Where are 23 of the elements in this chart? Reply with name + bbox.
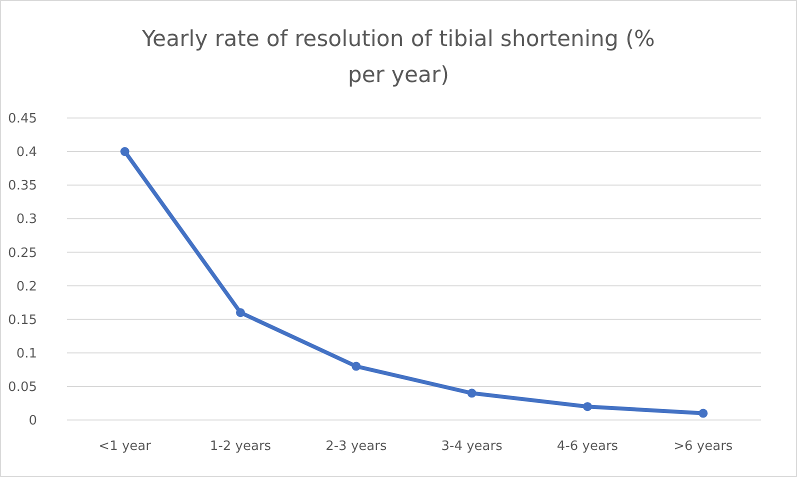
x-tick-label: 2-3 years (326, 439, 387, 454)
y-tick-label: 0.3 (16, 212, 37, 228)
x-tick-label: 4-6 years (556, 439, 618, 454)
y-tick-label: 0.25 (8, 246, 37, 261)
y-tick-label: 0.35 (8, 178, 37, 194)
y-tick-label: 0.05 (8, 380, 37, 395)
x-tick-label: <1 year (98, 439, 152, 454)
point (120, 147, 130, 156)
y-tick-label: 0 (28, 414, 37, 429)
y-tick-label: 0.4 (16, 145, 37, 160)
y-tick-label: 0.2 (16, 279, 37, 294)
point (698, 408, 708, 418)
point (467, 388, 476, 398)
y-tick-label: 0.15 (8, 312, 37, 328)
x-tick-label: 1-2 years (210, 439, 272, 454)
point (236, 308, 245, 318)
x-tick-label: 3-4 years (441, 439, 503, 454)
point (583, 402, 592, 412)
y-tick-label: 0.45 (8, 112, 37, 127)
y-tick-label: 0.1 (16, 346, 37, 362)
chart-title: Yearly rate of resolution of tibial shortening (% per year) (141, 27, 655, 88)
point (352, 362, 361, 371)
x-tick-label: >6 years (674, 439, 733, 454)
